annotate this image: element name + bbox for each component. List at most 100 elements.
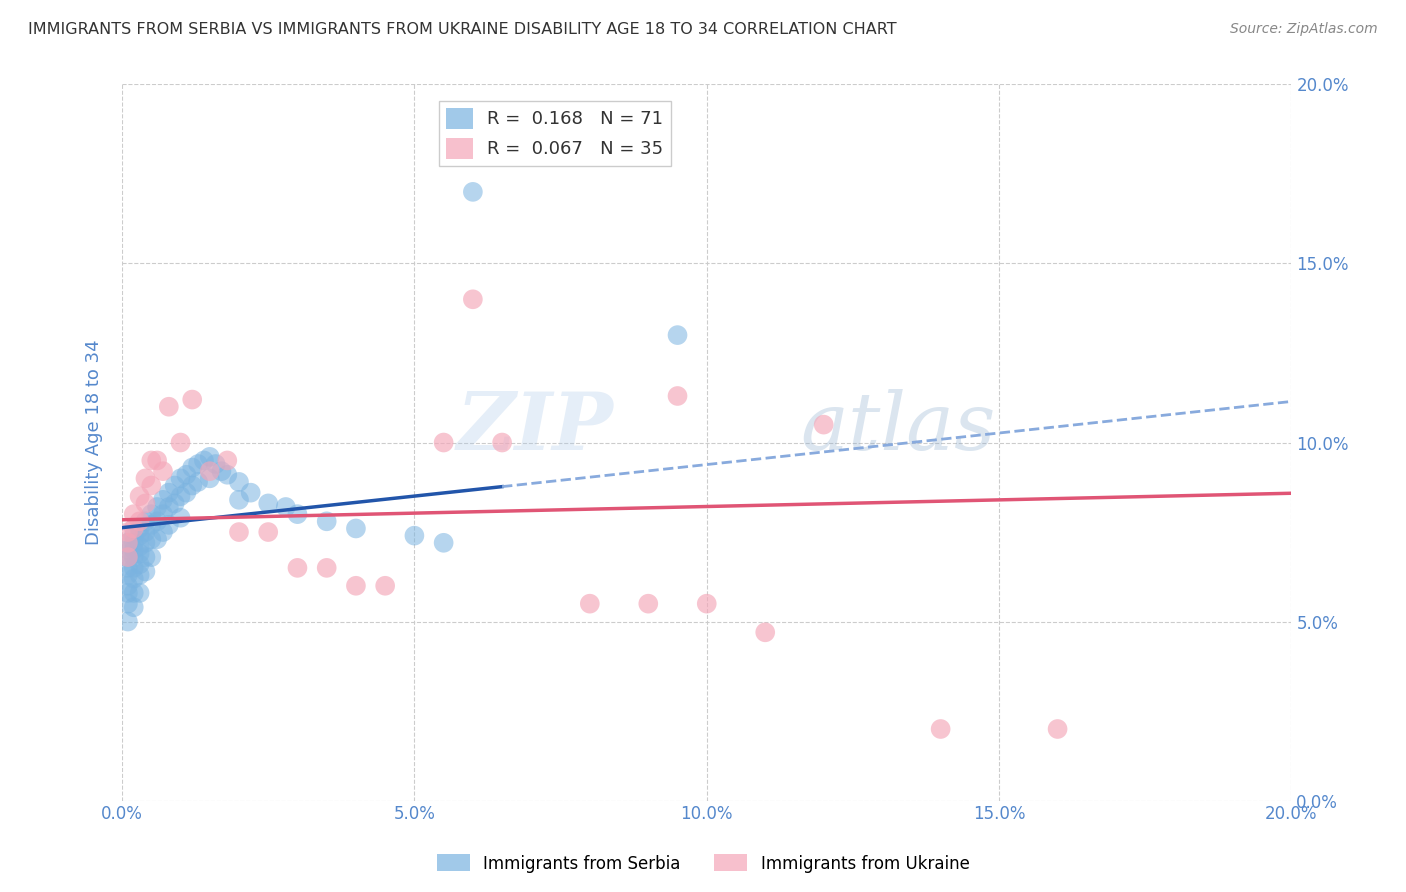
Point: [929, 722, 952, 736]
Point: [117, 586, 139, 600]
Point: [122, 586, 145, 600]
Point: [117, 550, 139, 565]
Point: [122, 528, 145, 542]
Point: [228, 524, 250, 539]
Point: [134, 514, 156, 528]
Text: atlas: atlas: [800, 390, 995, 467]
Point: [257, 496, 280, 510]
Point: [163, 496, 186, 510]
Point: [117, 524, 139, 539]
Text: IMMIGRANTS FROM SERBIA VS IMMIGRANTS FROM UKRAINE DISABILITY AGE 18 TO 34 CORREL: IMMIGRANTS FROM SERBIA VS IMMIGRANTS FRO…: [28, 22, 897, 37]
Point: [228, 475, 250, 489]
Point: [344, 521, 367, 535]
Point: [754, 625, 776, 640]
Point: [461, 293, 484, 307]
Point: [315, 514, 337, 528]
Point: [198, 450, 221, 464]
Point: [122, 536, 145, 550]
Point: [578, 597, 600, 611]
Point: [187, 457, 209, 471]
Point: [813, 417, 835, 432]
Point: [157, 500, 180, 514]
Point: [134, 536, 156, 550]
Point: [122, 561, 145, 575]
Point: [134, 496, 156, 510]
Point: [141, 550, 163, 565]
Point: [1046, 722, 1069, 736]
Point: [274, 500, 297, 514]
Point: [461, 185, 484, 199]
Point: [157, 517, 180, 532]
Point: [128, 521, 150, 535]
Point: [217, 453, 239, 467]
Point: [146, 514, 169, 528]
Point: [128, 514, 150, 528]
Point: [122, 600, 145, 615]
Point: [117, 536, 139, 550]
Point: [287, 561, 309, 575]
Point: [211, 464, 233, 478]
Point: [128, 547, 150, 561]
Point: [134, 524, 156, 539]
Point: [169, 510, 191, 524]
Point: [696, 597, 718, 611]
Point: [433, 536, 456, 550]
Point: [128, 586, 150, 600]
Point: [122, 543, 145, 558]
Point: [117, 543, 139, 558]
Point: [187, 475, 209, 489]
Point: [128, 540, 150, 554]
Point: [117, 579, 139, 593]
Point: [204, 457, 226, 471]
Point: [344, 579, 367, 593]
Point: [117, 561, 139, 575]
Point: [257, 524, 280, 539]
Point: [181, 460, 204, 475]
Text: Source: ZipAtlas.com: Source: ZipAtlas.com: [1230, 22, 1378, 37]
Point: [287, 507, 309, 521]
Point: [152, 524, 174, 539]
Point: [122, 521, 145, 535]
Point: [128, 489, 150, 503]
Point: [637, 597, 659, 611]
Y-axis label: Disability Age 18 to 34: Disability Age 18 to 34: [86, 340, 103, 545]
Point: [169, 435, 191, 450]
Point: [122, 572, 145, 586]
Point: [117, 597, 139, 611]
Point: [374, 579, 396, 593]
Point: [176, 485, 198, 500]
Point: [141, 532, 163, 546]
Point: [152, 492, 174, 507]
Point: [239, 485, 262, 500]
Point: [117, 568, 139, 582]
Point: [181, 392, 204, 407]
Point: [157, 400, 180, 414]
Point: [134, 471, 156, 485]
Point: [134, 550, 156, 565]
Point: [128, 568, 150, 582]
Point: [152, 464, 174, 478]
Point: [404, 528, 426, 542]
Point: [141, 507, 163, 521]
Point: [193, 453, 215, 467]
Point: [152, 507, 174, 521]
Point: [169, 471, 191, 485]
Point: [666, 389, 689, 403]
Legend: R =  0.168   N = 71, R =  0.067   N = 35: R = 0.168 N = 71, R = 0.067 N = 35: [439, 101, 671, 166]
Point: [666, 328, 689, 343]
Point: [117, 550, 139, 565]
Point: [198, 471, 221, 485]
Point: [146, 532, 169, 546]
Text: ZIP: ZIP: [457, 390, 613, 467]
Point: [228, 492, 250, 507]
Point: [134, 565, 156, 579]
Point: [176, 467, 198, 482]
Point: [169, 489, 191, 503]
Point: [217, 467, 239, 482]
Point: [117, 536, 139, 550]
Point: [122, 550, 145, 565]
Point: [146, 500, 169, 514]
Point: [122, 507, 145, 521]
Point: [128, 558, 150, 572]
Point: [163, 478, 186, 492]
